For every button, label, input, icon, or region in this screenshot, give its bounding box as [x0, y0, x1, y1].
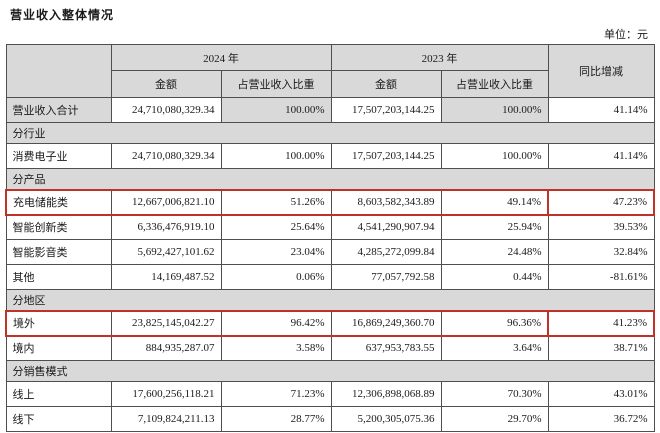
revenue-table: 2024 年 2023 年 同比增减 金额 占营业收入比重 金额 占营业收入比重… — [5, 44, 655, 432]
value-cell: 23,825,145,042.27 — [110, 309, 222, 337]
row-label: 境外 — [5, 309, 112, 337]
value-cell: 43.01% — [547, 381, 655, 407]
corner-cell — [5, 44, 112, 98]
section-row: 分行业 — [5, 122, 655, 144]
row-label: 智能创新类 — [5, 214, 112, 240]
row-label: 线上 — [5, 381, 112, 407]
value-cell: 12,667,006,821.10 — [110, 188, 222, 216]
row-label: 线下 — [5, 406, 112, 432]
table-row: 营业收入合计 24,710,080,329.34 100.00% 17,507,203… — [5, 97, 655, 123]
table-body: 营业收入合计 24,710,080,329.34 100.00% 17,507,203… — [5, 97, 655, 432]
row-label: 智能影音类 — [5, 239, 112, 265]
value-cell: 100.00% — [220, 143, 332, 169]
value-cell: 14,169,487.52 — [110, 264, 222, 290]
value-cell: 24.48% — [440, 239, 549, 265]
value-cell: 25.94% — [440, 214, 549, 240]
section-row: 分产品 — [5, 168, 655, 190]
table-row: 其他 14,169,487.52 0.06% 77,057,792.58 0.44% -8… — [5, 264, 655, 290]
value-cell: 28.77% — [220, 406, 332, 432]
table-row: 境外 23,825,145,042.27 96.42% 16,869,249,360.… — [5, 309, 655, 337]
value-cell: 6,336,476,919.10 — [110, 214, 222, 240]
value-cell: 70.30% — [440, 381, 549, 407]
value-cell: 17,600,256,118.21 — [110, 381, 222, 407]
section-label: 分行业 — [5, 122, 655, 144]
value-cell: -81.61% — [547, 264, 655, 290]
row-label: 消费电子业 — [5, 143, 112, 169]
value-cell: 24,710,080,329.34 — [110, 97, 222, 123]
col-header-2023: 2023 年 — [330, 44, 549, 71]
value-cell: 17,507,203,144.25 — [330, 97, 442, 123]
value-cell: 0.44% — [440, 264, 549, 290]
table-row: 线上 17,600,256,118.21 71.23% 12,306,898,068.… — [5, 381, 655, 407]
value-cell: 77,057,792.58 — [330, 264, 442, 290]
table-row: 充电储能类 12,667,006,821.10 51.26% 8,603,582,34… — [5, 188, 655, 216]
value-cell: 8,603,582,343.89 — [330, 188, 442, 216]
section-label: 分产品 — [5, 168, 655, 190]
col-header-pct-2023: 占营业收入比重 — [440, 70, 549, 98]
section-label: 分销售模式 — [5, 360, 655, 382]
table-row: 智能影音类 5,692,427,101.62 23.04% 4,285,272,099… — [5, 239, 655, 265]
value-cell: 17,507,203,144.25 — [330, 143, 442, 169]
table-row: 消费电子业 24,710,080,329.34 100.00% 17,507,203,… — [5, 143, 655, 169]
value-cell: 29.70% — [440, 406, 549, 432]
value-cell: 637,953,783.55 — [330, 335, 442, 361]
value-cell: 5,200,305,075.36 — [330, 406, 442, 432]
value-cell: 71.23% — [220, 381, 332, 407]
row-label: 营业收入合计 — [5, 97, 112, 123]
value-cell: 16,869,249,360.70 — [330, 309, 442, 337]
value-cell: 41.23% — [547, 309, 655, 337]
value-cell: 3.64% — [440, 335, 549, 361]
row-label: 充电储能类 — [5, 188, 112, 216]
value-cell: 4,285,272,099.84 — [330, 239, 442, 265]
value-cell: 12,306,898,068.89 — [330, 381, 442, 407]
value-cell: 0.06% — [220, 264, 332, 290]
section-row: 分销售模式 — [5, 360, 655, 382]
value-cell: 100.00% — [440, 97, 549, 123]
col-header-amount-2024: 金额 — [110, 70, 222, 98]
row-label: 境内 — [5, 335, 112, 361]
table-row: 线下 7,109,824,211.13 28.77% 5,200,305,075.36… — [5, 406, 655, 432]
table-row: 境内 884,935,287.07 3.58% 637,953,783.55 3.64%… — [5, 335, 655, 361]
row-label: 其他 — [5, 264, 112, 290]
value-cell: 25.64% — [220, 214, 332, 240]
value-cell: 49.14% — [440, 188, 549, 216]
value-cell: 884,935,287.07 — [110, 335, 222, 361]
value-cell: 96.42% — [220, 309, 332, 337]
value-cell: 51.26% — [220, 188, 332, 216]
col-header-yoy: 同比增减 — [547, 44, 655, 98]
value-cell: 38.71% — [547, 335, 655, 361]
table-header: 2024 年 2023 年 同比增减 金额 占营业收入比重 金额 占营业收入比重 — [5, 44, 655, 98]
value-cell: 32.84% — [547, 239, 655, 265]
section-row: 分地区 — [5, 289, 655, 311]
col-header-pct-2024: 占营业收入比重 — [220, 70, 332, 98]
value-cell: 36.72% — [547, 406, 655, 432]
value-cell: 39.53% — [547, 214, 655, 240]
value-cell: 23.04% — [220, 239, 332, 265]
value-cell: 41.14% — [547, 143, 655, 169]
value-cell: 4,541,290,907.94 — [330, 214, 442, 240]
value-cell: 5,692,427,101.62 — [110, 239, 222, 265]
col-header-amount-2023: 金额 — [330, 70, 442, 98]
col-header-2024: 2024 年 — [110, 44, 332, 71]
header-row-years: 2024 年 2023 年 同比增减 — [5, 44, 655, 98]
value-cell: 3.58% — [220, 335, 332, 361]
value-cell: 24,710,080,329.34 — [110, 143, 222, 169]
unit-label: 单位：元 — [604, 29, 648, 41]
value-cell: 96.36% — [440, 309, 549, 337]
value-cell: 47.23% — [547, 188, 655, 216]
page-title: 营业收入整体情况 — [10, 8, 115, 22]
value-cell: 100.00% — [220, 97, 332, 123]
section-label: 分地区 — [5, 289, 655, 311]
table-row: 智能创新类 6,336,476,919.10 25.64% 4,541,290,907… — [5, 214, 655, 240]
value-cell: 41.14% — [547, 97, 655, 123]
value-cell: 7,109,824,211.13 — [110, 406, 222, 432]
value-cell: 100.00% — [440, 143, 549, 169]
header-row-subcols: 金额 占营业收入比重 金额 占营业收入比重 — [6, 70, 654, 98]
